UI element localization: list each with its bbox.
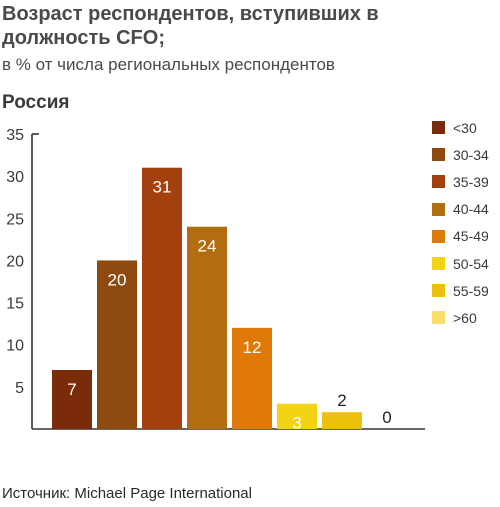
data-label-35-39: 31 [153,178,172,197]
bar-35-39 [142,167,182,429]
legend-item: <30 [432,114,489,141]
y-tick-label: 10 [6,338,24,355]
y-tick-label: 20 [6,253,24,270]
region-label: Россия [2,92,70,113]
legend-swatch [432,284,445,298]
y-tick-label: 25 [6,211,24,228]
y-tick-label: 30 [6,169,24,186]
legend-item: 50-54 [432,250,489,277]
legend-item: 55-59 [432,277,489,304]
legend-label: >60 [453,309,477,326]
bar-40-44 [187,226,227,429]
bar-50-54 [277,403,317,429]
data-label-40-44: 24 [198,237,217,256]
legend-item: 45-49 [432,223,489,250]
bar-55-59 [322,412,362,429]
data-label-45-49: 12 [243,338,262,357]
data-label-50-54: 3 [292,414,301,433]
data-label->60: 0 [382,408,391,427]
source-note: Источник: Michael Page International [2,485,252,502]
legend-item: >60 [432,304,489,331]
legend-label: 55-59 [453,282,489,299]
bar-30-34 [97,260,137,429]
y-tick-label: 5 [15,380,24,397]
legend-item: 40-44 [432,196,489,223]
data-label-55-59: 2 [337,391,346,410]
legend-swatch [432,148,445,162]
legend-label: 45-49 [453,228,489,245]
legend-swatch [432,202,445,216]
legend-swatch [432,175,445,189]
legend-swatch [432,311,445,325]
legend-item: 30-34 [432,141,489,168]
legend-item: 35-39 [432,168,489,195]
legend-label: 50-54 [453,255,489,272]
chart-title: Возраст респондентов, вступивших в должн… [2,3,379,49]
y-tick-label: 35 [6,127,24,144]
legend-label: 40-44 [453,201,489,218]
legend-label: 35-39 [453,173,489,190]
legend: <30 30-34 35-39 40-44 45-49 50-54 55-59 >60 [432,114,489,332]
legend-swatch [432,257,445,271]
bar-45-49 [232,327,272,429]
legend-swatch [432,229,445,243]
legend-swatch [432,121,445,135]
bar-<30 [52,370,92,429]
data-label-30-34: 20 [108,270,127,289]
chart-subtitle: в % от числа региональных респондентов [2,55,335,74]
y-tick-label: 15 [6,296,24,313]
legend-label: 30-34 [453,146,489,163]
data-label-<30: 7 [67,380,76,399]
legend-label: <30 [453,119,477,136]
